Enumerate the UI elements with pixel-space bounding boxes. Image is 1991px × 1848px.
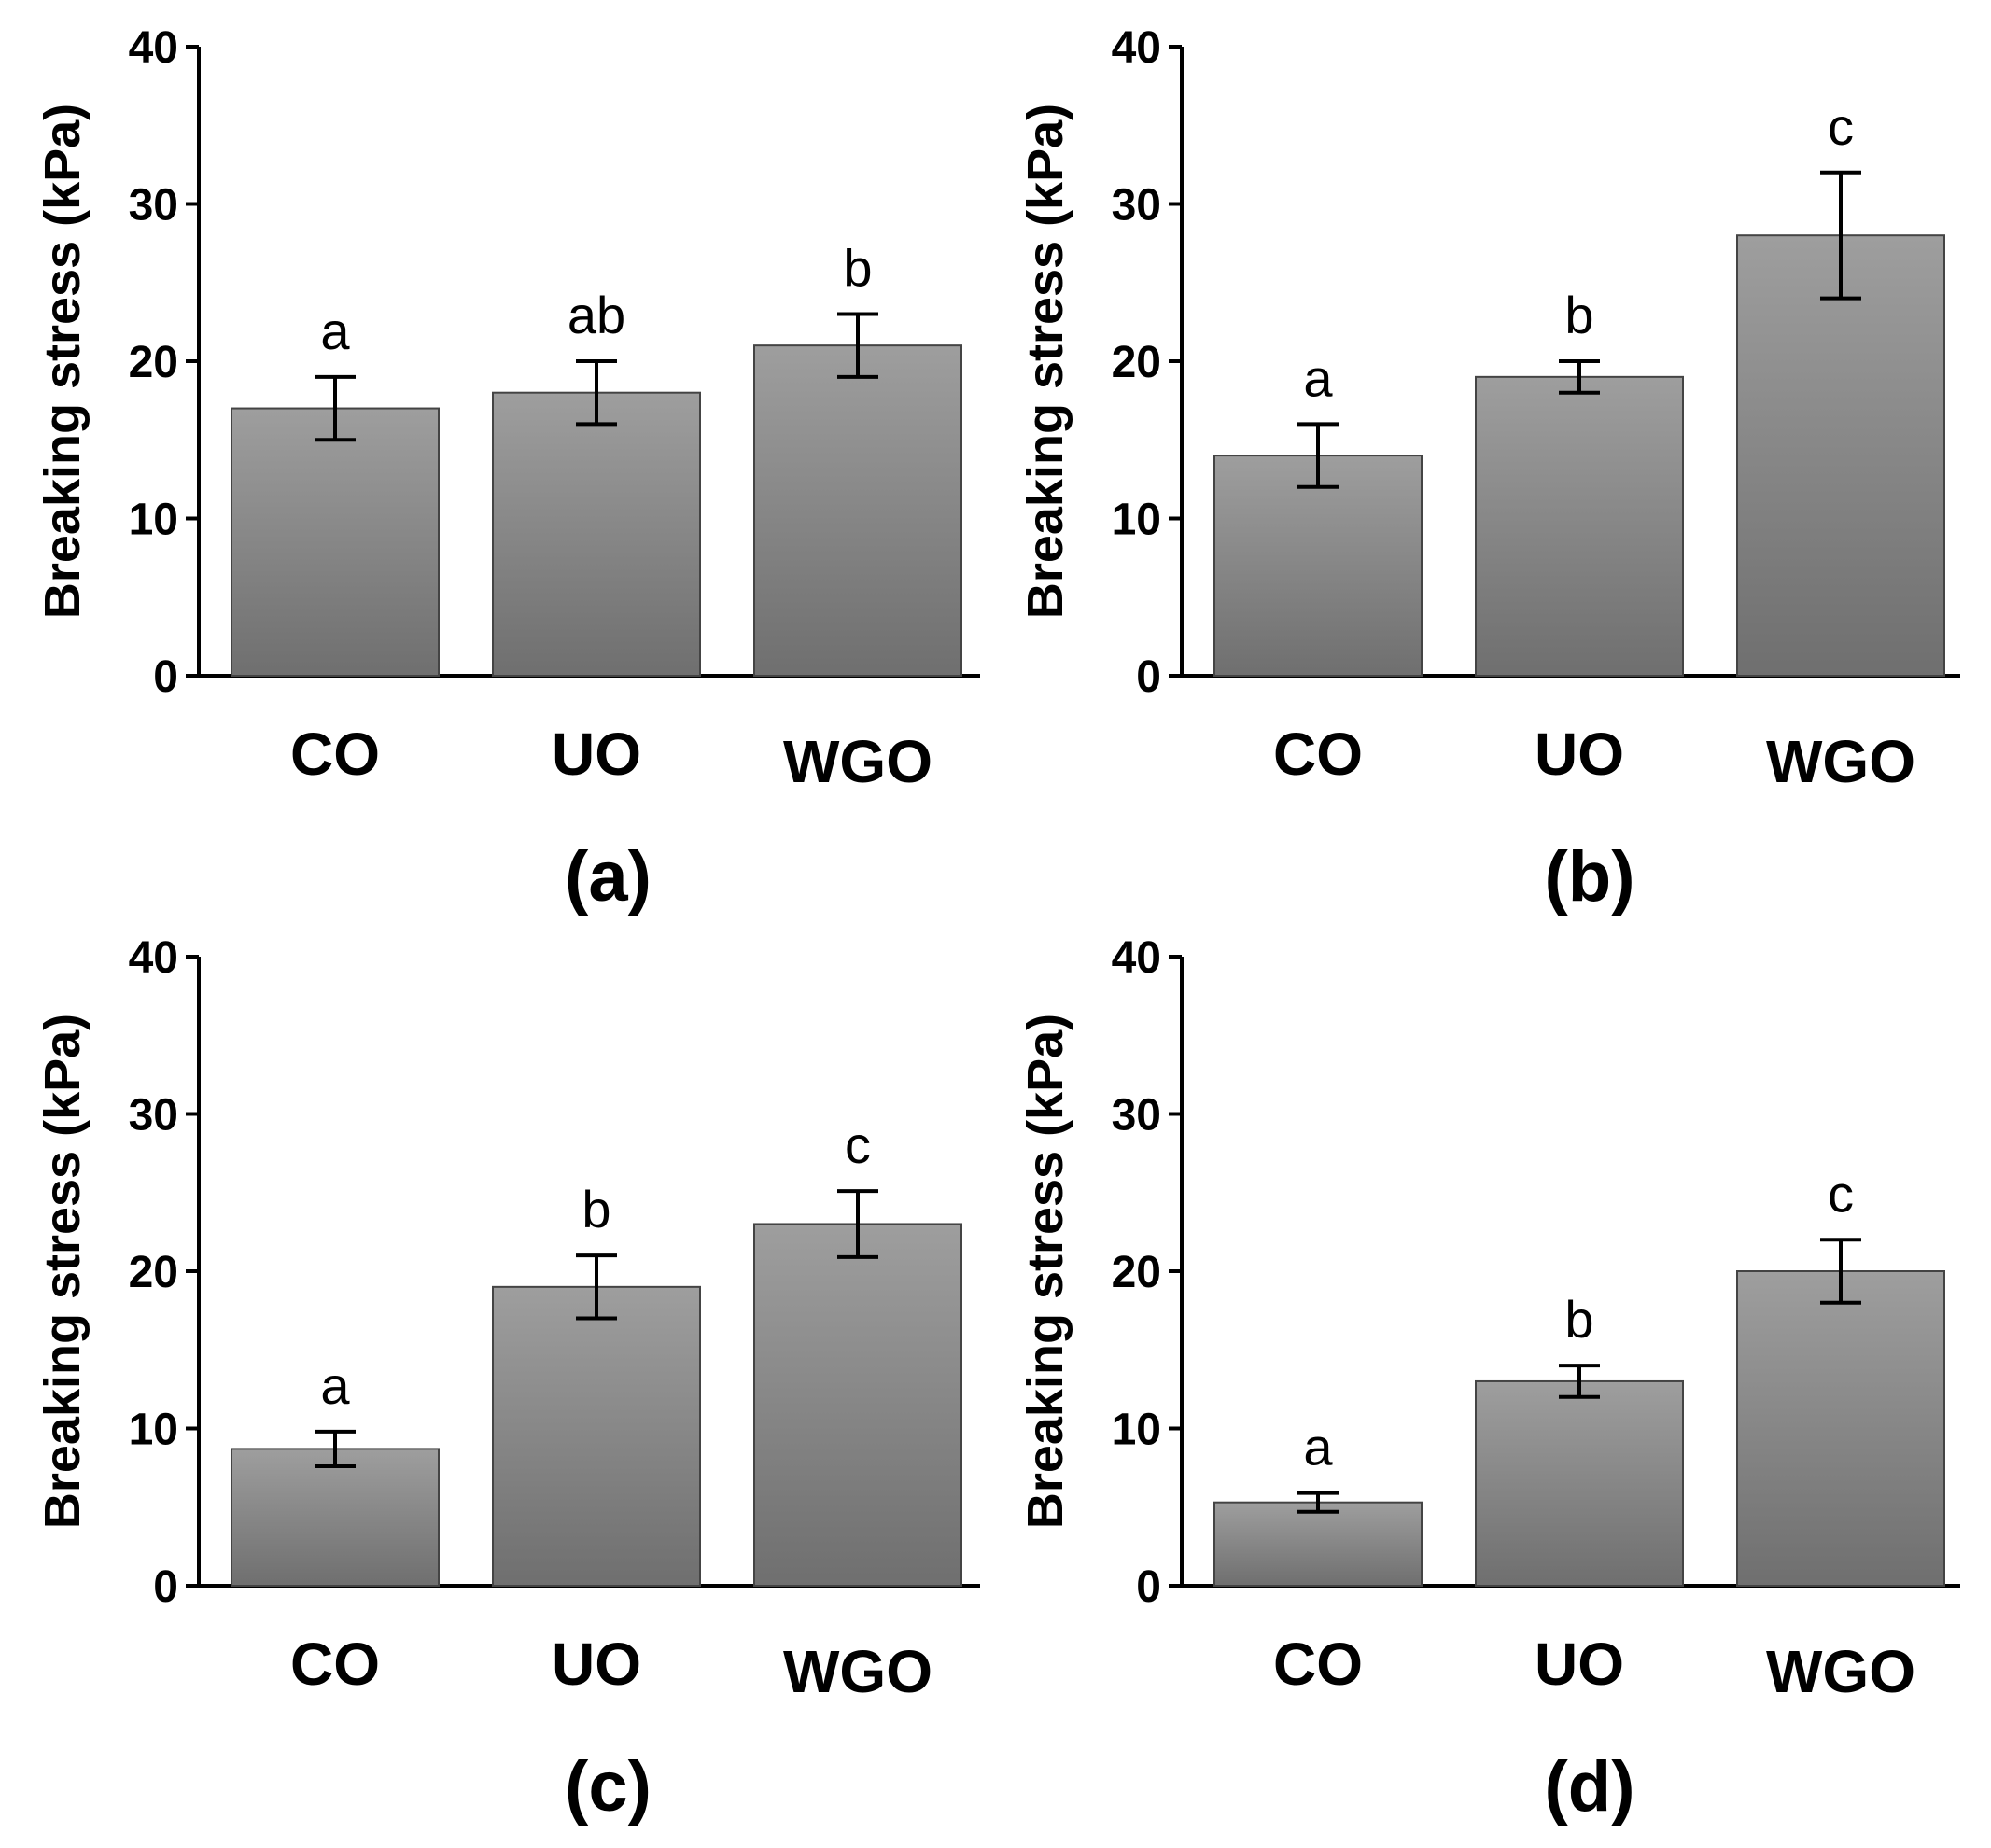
y-tick-label: 0 xyxy=(153,652,178,702)
y-axis-label: Breaking stress (kPa) xyxy=(35,1014,91,1529)
category-label: WGO xyxy=(1766,1638,1915,1705)
y-tick-label: 30 xyxy=(129,181,178,231)
error-bar xyxy=(1297,1491,1339,1514)
category-label: UO xyxy=(552,721,641,788)
bar xyxy=(1475,375,1684,677)
y-tick-label: 0 xyxy=(153,1562,178,1612)
category-label: CO xyxy=(1273,721,1363,788)
significance-label: c xyxy=(1828,1164,1854,1223)
chart-panel: 0 10 20 30 40 Breaking stress (kPa) a CO b UO c WGO… xyxy=(1017,933,1960,1827)
panel-label: (d) xyxy=(1544,1747,1634,1827)
y-tick-label: 40 xyxy=(129,933,178,983)
y-tick-label: 30 xyxy=(129,1091,178,1141)
error-bar xyxy=(315,1429,356,1468)
bar xyxy=(1213,455,1423,677)
error-bar xyxy=(1559,1364,1600,1399)
y-tick-label: 10 xyxy=(1112,1406,1161,1455)
y-tick-label: 30 xyxy=(1112,181,1161,231)
y-tick-label: 40 xyxy=(1112,23,1161,73)
significance-label: a xyxy=(320,301,350,360)
significance-label: c xyxy=(845,1115,871,1174)
y-axis-label: Breaking stress (kPa) xyxy=(1017,104,1073,619)
bar xyxy=(1736,1270,1945,1587)
significance-label: a xyxy=(320,1356,350,1415)
bar xyxy=(1475,1379,1684,1587)
error-bar xyxy=(1820,170,1861,301)
error-bar xyxy=(1820,1238,1861,1305)
bar xyxy=(492,391,701,677)
y-tick-label: 10 xyxy=(1112,496,1161,545)
category-label: WGO xyxy=(783,1638,932,1705)
significance-label: b xyxy=(1564,1290,1593,1349)
y-tick-label: 0 xyxy=(1136,652,1161,702)
category-label: WGO xyxy=(783,728,932,795)
bar xyxy=(753,1223,962,1587)
y-axis-label: Breaking stress (kPa) xyxy=(35,104,91,619)
error-bar xyxy=(576,359,617,427)
category-label: UO xyxy=(1535,1631,1624,1698)
category-label: UO xyxy=(552,1631,641,1698)
error-bar xyxy=(315,374,356,442)
y-tick-label: 0 xyxy=(1136,1562,1161,1612)
error-bar xyxy=(837,312,878,379)
significance-label: b xyxy=(843,238,872,297)
bar xyxy=(231,1448,440,1588)
category-label: WGO xyxy=(1766,728,1915,795)
error-bar xyxy=(576,1253,617,1321)
y-axis-label: Breaking stress (kPa) xyxy=(1017,1014,1073,1529)
significance-label: b xyxy=(582,1180,610,1239)
bar xyxy=(1213,1501,1423,1587)
y-tick-label: 40 xyxy=(129,23,178,73)
y-tick-label: 10 xyxy=(129,1406,178,1455)
category-label: CO xyxy=(290,721,380,788)
significance-label: a xyxy=(1303,1418,1333,1477)
category-label: CO xyxy=(290,1631,380,1698)
bar xyxy=(753,344,962,677)
bar xyxy=(492,1285,701,1587)
panel-label: (a) xyxy=(565,837,652,917)
error-bar xyxy=(1297,422,1339,489)
y-tick-label: 40 xyxy=(1112,933,1161,983)
error-bar xyxy=(837,1189,878,1259)
category-label: UO xyxy=(1535,721,1624,788)
panel-label: (c) xyxy=(565,1747,652,1827)
error-bar xyxy=(1559,359,1600,395)
y-tick-label: 20 xyxy=(1112,338,1161,387)
chart-panel: 0 10 20 30 40 Breaking stress (kPa) a CO b UO c WGO… xyxy=(35,933,980,1827)
bar xyxy=(231,407,440,677)
y-tick-label: 20 xyxy=(1112,1248,1161,1297)
y-tick-label: 20 xyxy=(129,1248,178,1297)
panel-label: (b) xyxy=(1544,837,1634,917)
significance-label: ab xyxy=(568,286,625,344)
significance-label: a xyxy=(1303,348,1333,407)
category-label: CO xyxy=(1273,1631,1363,1698)
y-tick-label: 10 xyxy=(129,496,178,545)
y-tick-label: 30 xyxy=(1112,1091,1161,1141)
bar xyxy=(1736,234,1945,677)
significance-label: c xyxy=(1828,97,1854,156)
chart-panel: 0 10 20 30 40 Breaking stress (kPa) a CO ab UO b WG… xyxy=(35,23,980,917)
y-tick-label: 20 xyxy=(129,338,178,387)
chart-panel: 0 10 20 30 40 Breaking stress (kPa) a CO b UO c WGO… xyxy=(1017,23,1960,917)
significance-label: b xyxy=(1564,286,1593,344)
